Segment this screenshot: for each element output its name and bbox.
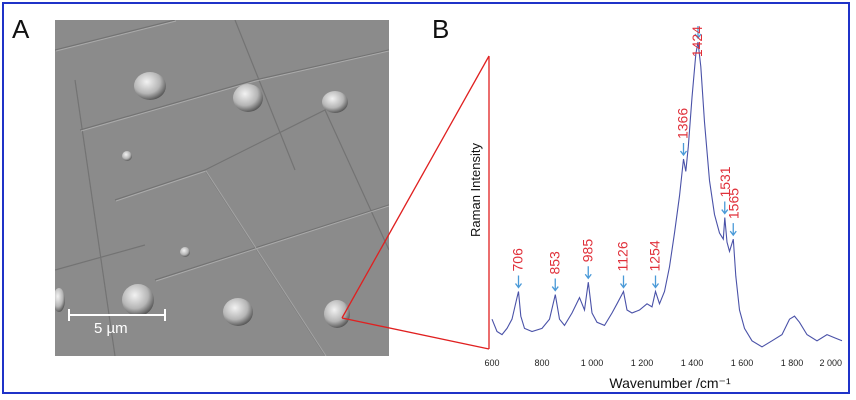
peak-arrow [584,266,592,280]
x-tick-label: 1 400 [681,358,704,368]
peak-label: 706 [510,248,526,272]
x-tick-labels: 600 800 1 000 1 200 1 400 1 600 1 800 2 000 [484,358,842,368]
peak-label: 1126 [615,241,631,271]
afm-texture [55,20,389,356]
peak-label: 1531 [717,166,733,197]
peak-arrows [514,26,737,292]
zoom-line-bottom [341,317,490,350]
x-tick-label: 1 800 [781,358,804,368]
x-tick-label: 600 [484,358,499,368]
x-tick-label: 1 600 [731,358,754,368]
afm-image [55,20,389,356]
afm-particles [55,72,350,328]
peak-arrow [551,278,559,292]
x-tick-label: 1 200 [631,358,654,368]
y-axis-label: Raman Intensity [468,143,483,237]
peak-arrow [679,143,688,157]
zoom-line-top [341,55,490,319]
peak-arrow [721,201,729,215]
peak-arrow [729,223,737,237]
x-axis-label: Wavenumber /cm⁻¹ [609,375,731,391]
peak-arrow [694,26,702,40]
peak-label: 1254 [647,240,663,271]
x-tick-label: 2 000 [819,358,842,368]
peak-label: 1366 [675,108,691,139]
spectrum-line [491,41,843,348]
x-tick-label: 1 000 [581,358,604,368]
panel-a-label: A [12,14,30,44]
peak-label: 1424 [689,26,705,57]
peak-label: 853 [546,251,562,275]
scale-bar [68,309,166,321]
panel-b-label: B [432,14,450,44]
scale-bar-label: 5 µm [94,320,128,337]
peak-label: 1565 [725,188,741,219]
x-tick-label: 800 [534,358,549,368]
peak-label: 985 [579,239,595,263]
peak-arrow [651,275,660,289]
peak-arrow [514,275,523,289]
peak-arrow [619,275,628,289]
figure-border [2,2,850,394]
